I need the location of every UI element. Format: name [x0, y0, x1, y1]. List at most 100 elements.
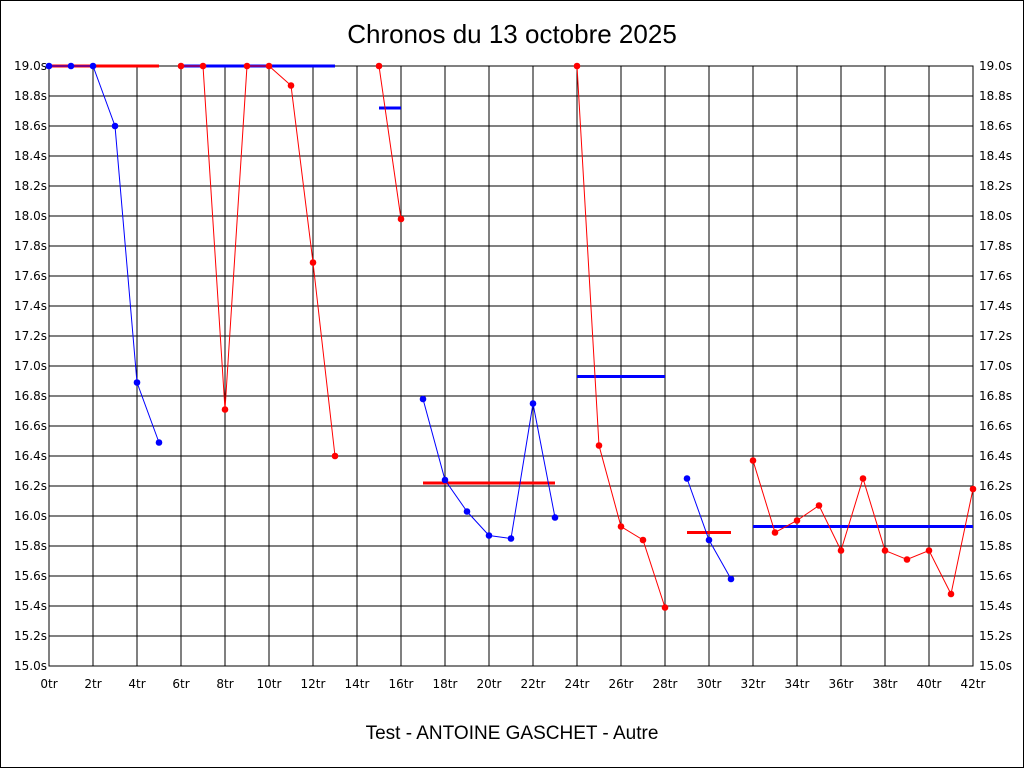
y-tick-label-right: 18.0s	[979, 209, 1012, 223]
y-tick-label-left: 18.4s	[14, 149, 47, 163]
x-tick-label: 22tr	[521, 677, 546, 691]
data-point	[881, 547, 889, 554]
data-point	[155, 439, 163, 446]
x-tick-label: 12tr	[301, 677, 326, 691]
data-point	[947, 590, 955, 598]
y-tick-label-right: 16.2s	[979, 479, 1012, 493]
data-point	[89, 62, 97, 70]
y-tick-label-left: 17.6s	[14, 269, 47, 283]
data-point	[639, 536, 647, 544]
data-point	[67, 62, 75, 70]
x-tick-label: 34tr	[785, 677, 810, 691]
data-point	[969, 485, 977, 493]
data-point	[903, 556, 911, 563]
data-point	[441, 476, 449, 484]
data-point	[331, 452, 339, 460]
data-point	[661, 604, 669, 611]
data-point	[683, 475, 691, 482]
y-tick-label-right: 18.2s	[979, 179, 1012, 193]
y-tick-label-right: 18.8s	[979, 89, 1012, 103]
data-point	[925, 547, 933, 554]
y-tick-label-left: 16.8s	[14, 389, 47, 403]
y-tick-label-right: 15.8s	[979, 539, 1012, 553]
y-tick-label-right: 19.0s	[979, 59, 1012, 73]
data-point	[595, 442, 603, 449]
x-tick-label: 16tr	[389, 677, 414, 691]
series-line	[49, 65, 160, 443]
y-tick-label-right: 17.8s	[979, 239, 1012, 253]
y-tick-label-left: 18.2s	[14, 179, 47, 193]
y-tick-label-right: 18.4s	[979, 149, 1012, 163]
tick-labels: 0tr 2tr 4tr 6tr 8tr 10tr 12tr 14tr 16tr 18tr 20tr 2…	[14, 59, 1012, 691]
data-point	[859, 475, 867, 482]
y-tick-label-right: 16.6s	[979, 419, 1012, 433]
data-point	[375, 62, 383, 70]
y-tick-label-left: 15.0s	[14, 659, 47, 673]
y-tick-label-left: 19.0s	[14, 59, 47, 73]
y-tick-label-left: 15.6s	[14, 569, 47, 583]
y-tick-label-right: 17.4s	[979, 299, 1012, 313]
y-tick-label-left: 18.0s	[14, 209, 47, 223]
x-tick-label: 10tr	[257, 677, 282, 691]
x-tick-label: 26tr	[609, 677, 634, 691]
x-tick-label: 14tr	[345, 677, 370, 691]
data-point	[529, 400, 537, 407]
chart-title: Chronos du 13 octobre 2025	[347, 19, 677, 49]
y-tick-label-left: 17.8s	[14, 239, 47, 253]
x-tick-label: 24tr	[565, 677, 590, 691]
y-tick-label-right: 15.0s	[979, 659, 1012, 673]
data-point	[705, 536, 713, 544]
y-tick-label-left: 16.6s	[14, 419, 47, 433]
x-tick-label: 40tr	[917, 677, 942, 691]
data-point	[551, 514, 559, 521]
data-point	[749, 457, 757, 464]
data-points	[45, 62, 977, 611]
data-point	[837, 547, 845, 554]
x-tick-label: 0tr	[40, 677, 57, 691]
y-tick-label-right: 15.2s	[979, 629, 1012, 643]
data-point	[793, 517, 801, 524]
y-tick-label-left: 17.2s	[14, 329, 47, 343]
x-tick-label: 4tr	[128, 677, 145, 691]
y-tick-label-left: 16.4s	[14, 449, 47, 463]
y-tick-label-left: 17.0s	[14, 359, 47, 373]
x-tick-label: 8tr	[216, 677, 233, 691]
x-tick-label: 30tr	[697, 677, 722, 691]
series-line	[378, 65, 402, 220]
data-point	[265, 62, 273, 70]
data-point	[463, 508, 471, 515]
data-point	[771, 529, 779, 536]
data-point	[397, 215, 405, 223]
data-point	[177, 62, 185, 70]
data-point	[45, 62, 53, 70]
y-tick-label-left: 16.2s	[14, 479, 47, 493]
y-tick-label-left: 15.4s	[14, 599, 47, 613]
data-point	[309, 259, 317, 266]
chart-footer: Test - ANTOINE GASCHET - Autre	[366, 723, 659, 744]
data-point	[507, 535, 515, 542]
data-point	[243, 62, 251, 70]
x-tick-label: 38tr	[873, 677, 898, 691]
x-tick-label: 6tr	[172, 677, 189, 691]
y-tick-label-right: 16.8s	[979, 389, 1012, 403]
data-point	[221, 406, 229, 413]
y-tick-label-left: 17.4s	[14, 299, 47, 313]
y-tick-label-left: 18.8s	[14, 89, 47, 103]
data-point	[485, 532, 493, 539]
data-point	[727, 575, 735, 583]
y-tick-label-left: 15.2s	[14, 629, 47, 643]
x-tick-label: 36tr	[829, 677, 854, 691]
y-tick-label-right: 17.2s	[979, 329, 1012, 343]
y-tick-label-right: 15.4s	[979, 599, 1012, 613]
data-point	[199, 62, 207, 70]
x-tick-label: 32tr	[741, 677, 766, 691]
data-point	[419, 395, 427, 403]
data-point	[573, 62, 581, 70]
x-tick-label: 28tr	[653, 677, 678, 691]
grid-lines	[48, 65, 974, 667]
x-tick-label: 2tr	[84, 677, 101, 691]
data-point	[287, 82, 295, 89]
data-point	[815, 502, 823, 509]
y-tick-label-left: 15.8s	[14, 539, 47, 553]
